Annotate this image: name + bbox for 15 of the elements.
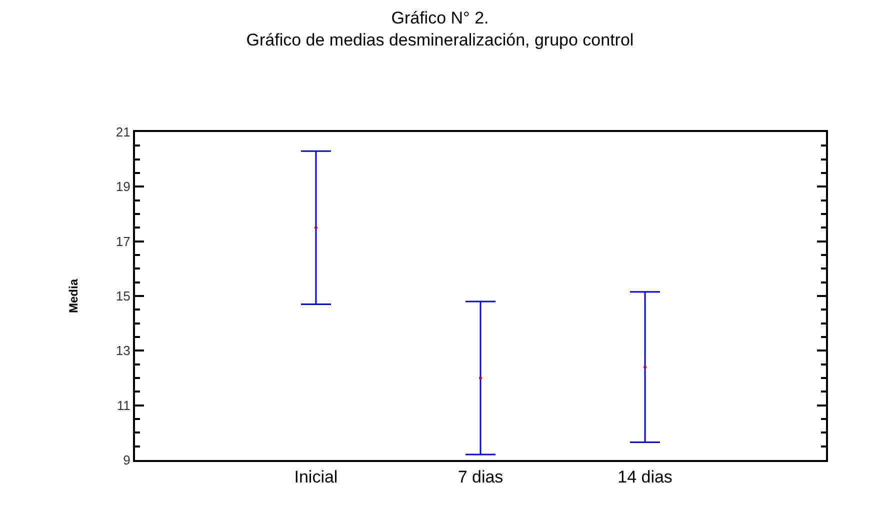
y-tick-label: 19 (116, 179, 130, 194)
chart-title: Gráfico N° 2. Gráfico de medias desmineralización, grupo control (246, 8, 634, 50)
y-tick-label: 17 (116, 234, 130, 249)
point (644, 366, 647, 369)
y-tick-label: 13 (116, 343, 130, 358)
y-tick-label: 21 (116, 124, 130, 140)
y-tick-label: 9 (123, 452, 130, 468)
x-tick-label: Inicial (294, 467, 338, 486)
y-axis-title: Media (66, 278, 81, 314)
y-tick-label: 15 (116, 288, 130, 304)
x-tick-label: 7 dias (458, 467, 504, 486)
point (479, 376, 482, 380)
point (314, 226, 318, 230)
y-tick-label: 11 (116, 398, 130, 413)
x-tick-label: 14 dias (618, 467, 672, 486)
